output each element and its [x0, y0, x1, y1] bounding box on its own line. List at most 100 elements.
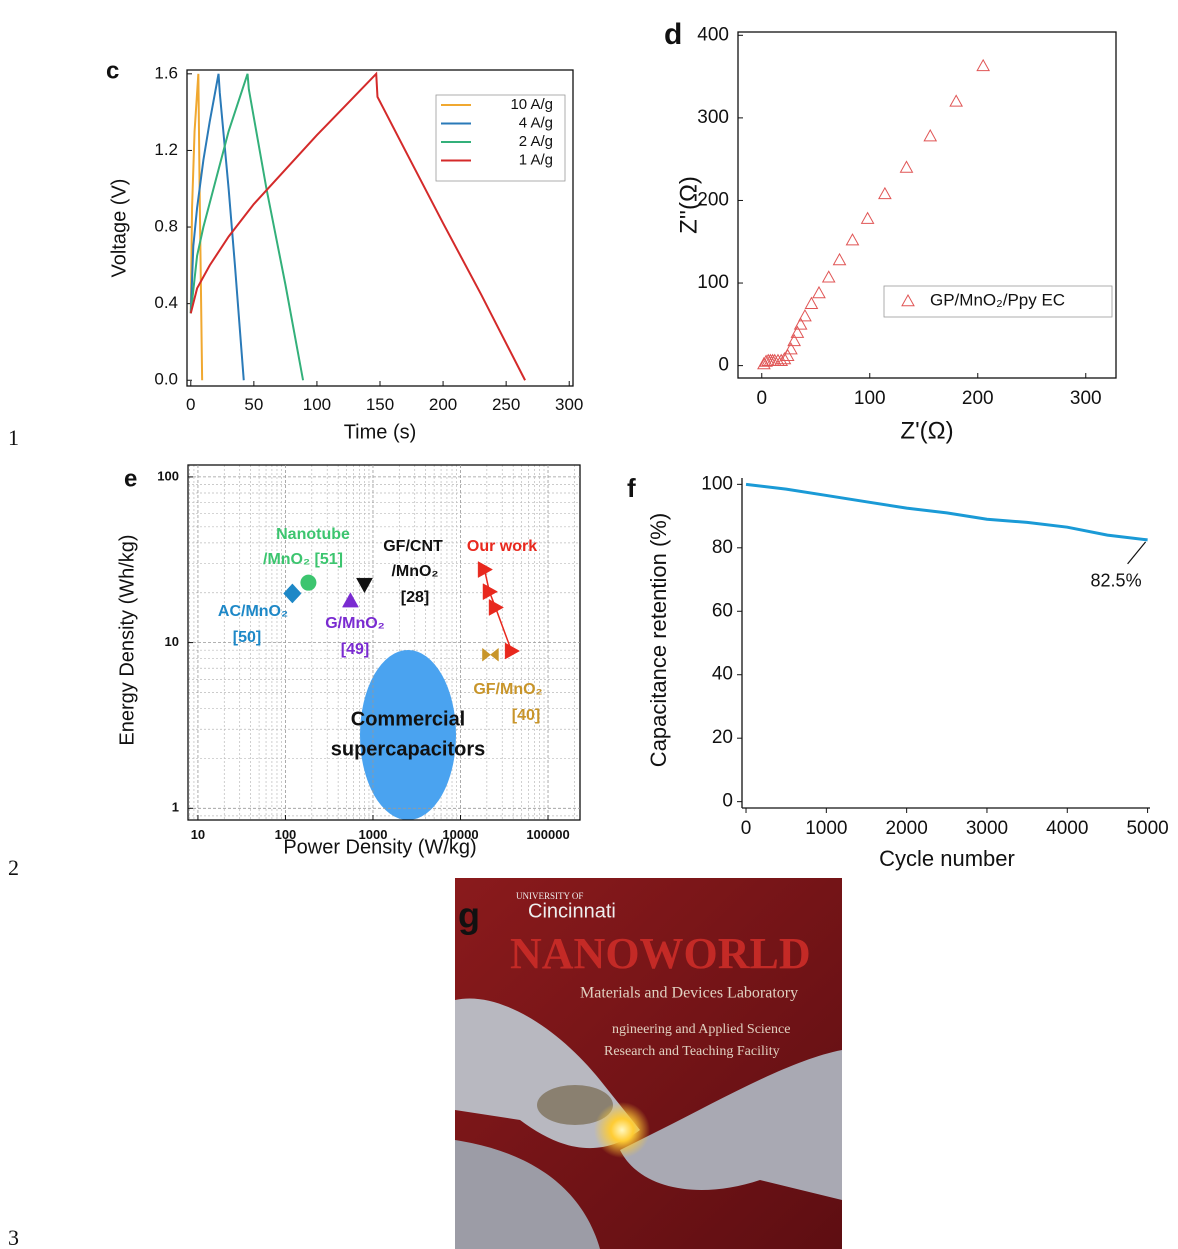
x-tick-label: 4000: [1046, 818, 1088, 839]
point: [923, 129, 938, 142]
point: [787, 333, 802, 347]
point: [949, 94, 964, 107]
line: [189, 73, 245, 381]
legend-box: [883, 285, 1113, 318]
x-axis-label: Time (s): [344, 421, 417, 443]
panel-label: g: [458, 895, 480, 936]
y-tick-label: 0.4: [154, 293, 178, 312]
photo-text: Cincinnati: [528, 900, 616, 922]
data-label: 82.5%: [1091, 571, 1142, 591]
line: [189, 73, 204, 381]
point: [784, 342, 798, 355]
x-tick-label: 100: [854, 388, 886, 409]
point: [790, 325, 805, 338]
annotation: [28]: [401, 589, 429, 606]
connector: [483, 569, 513, 652]
y-tick-label: 100: [157, 468, 179, 483]
x-tick-label: 200: [429, 395, 457, 414]
x-tick-label: 0: [756, 388, 767, 409]
panel-label: e: [124, 465, 137, 492]
y-axis-label: Z''(Ω): [675, 176, 702, 234]
point: [356, 577, 373, 594]
annotation: /MnO₂: [391, 563, 438, 580]
point: [860, 211, 875, 224]
y-tick-label: 0: [722, 791, 733, 812]
y-tick-label: 200: [697, 189, 729, 210]
point: [832, 252, 847, 266]
y-tick-label: 1.6: [154, 63, 178, 82]
legend-swatch: [901, 293, 915, 307]
line: [745, 482, 1148, 542]
x-tick-label: 0: [741, 818, 752, 839]
point: [878, 186, 892, 200]
y-tick-label: 300: [697, 107, 729, 128]
annotation: /MnO₂ [51]: [263, 551, 343, 568]
line-number: 3: [8, 1225, 19, 1249]
line-number: 2: [8, 855, 19, 880]
point: [798, 309, 812, 322]
legend-label: 10 A/g: [510, 96, 553, 113]
x-tick-label: 10000: [442, 827, 478, 842]
x-tick-label: 300: [555, 395, 583, 414]
panel-label-bg: [112, 464, 140, 496]
legend-label: 4 A/g: [519, 114, 553, 131]
annotation: Commercial: [351, 708, 466, 730]
annotation: AC/MnO₂: [218, 603, 288, 620]
y-tick-label: 100: [701, 473, 733, 494]
annotation: G/MnO₂: [325, 615, 385, 632]
point: [488, 599, 504, 616]
coin-cells: [537, 1085, 613, 1125]
x-tick-label: 150: [366, 395, 394, 414]
line-number: 1: [8, 425, 19, 450]
y-axis-label: Voltage (V): [108, 179, 130, 278]
point: [793, 317, 808, 330]
photo: UNIVERSITY OF Cincinnati NANOWORLD Mater…: [455, 878, 842, 1249]
y-tick-label: 0.8: [154, 217, 178, 236]
x-tick-label: 200: [962, 388, 994, 409]
annotation: [49]: [341, 641, 369, 658]
y-tick-label: 10: [165, 634, 179, 649]
glove: [455, 1140, 600, 1249]
x-tick-label: 100: [275, 827, 297, 842]
x-tick-label: 250: [492, 395, 520, 414]
legend-label: 2 A/g: [519, 133, 553, 150]
y-tick-label: 40: [712, 664, 733, 685]
point: [342, 592, 359, 608]
annotation: Our work: [467, 538, 537, 555]
y-axis-label: Capacitance retention (%): [646, 513, 671, 767]
label-leader: [1127, 541, 1147, 565]
photo-text: ngineering and Applied Science: [612, 1022, 790, 1037]
point: [812, 285, 826, 299]
y-tick-label: 0: [718, 355, 729, 376]
annotation: GF/CNT: [383, 538, 443, 555]
panel-label: f: [627, 473, 636, 503]
point: [899, 160, 914, 173]
x-tick-label: 3000: [966, 818, 1008, 839]
x-tick-label: 100: [303, 395, 331, 414]
point: [757, 356, 771, 370]
point: [780, 348, 795, 362]
photo-text: Research and Teaching Facility: [604, 1044, 780, 1059]
annotation: Nanotube: [276, 526, 350, 543]
annotation: [50]: [233, 629, 261, 646]
x-tick-label: 1000: [359, 827, 388, 842]
x-tick-label: 100000: [526, 827, 569, 842]
point: [482, 647, 499, 662]
photo-text: NANOWORLD: [510, 929, 811, 978]
point: [504, 642, 521, 660]
x-tick-label: 0: [186, 395, 195, 414]
panel-label: c: [106, 57, 119, 84]
panel-label: d: [664, 18, 682, 51]
point: [482, 583, 498, 601]
point: [976, 58, 991, 72]
x-tick-label: 2000: [886, 818, 928, 839]
point: [845, 233, 860, 246]
x-tick-label: 300: [1070, 388, 1102, 409]
y-tick-label: 60: [712, 600, 733, 621]
y-tick-label: 0.0: [154, 370, 178, 389]
legend-label: 1 A/g: [519, 151, 553, 168]
point: [777, 351, 792, 365]
x-tick-label: 10: [191, 827, 205, 842]
point: [283, 583, 302, 604]
